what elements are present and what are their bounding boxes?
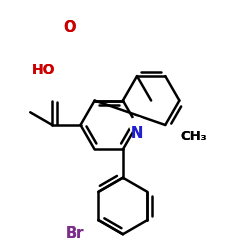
Circle shape	[68, 226, 82, 240]
Text: CH₃: CH₃	[180, 130, 206, 143]
Text: HO: HO	[32, 63, 56, 77]
Text: Br: Br	[66, 226, 84, 240]
Circle shape	[130, 118, 144, 132]
Text: HO: HO	[32, 63, 56, 77]
Circle shape	[35, 61, 52, 79]
Circle shape	[170, 126, 190, 146]
Text: N: N	[131, 126, 143, 140]
Circle shape	[63, 21, 76, 34]
Text: N: N	[131, 126, 143, 140]
Text: Br: Br	[66, 226, 84, 240]
Text: O: O	[63, 20, 76, 35]
Text: O: O	[63, 20, 76, 35]
Text: CH₃: CH₃	[180, 130, 206, 143]
